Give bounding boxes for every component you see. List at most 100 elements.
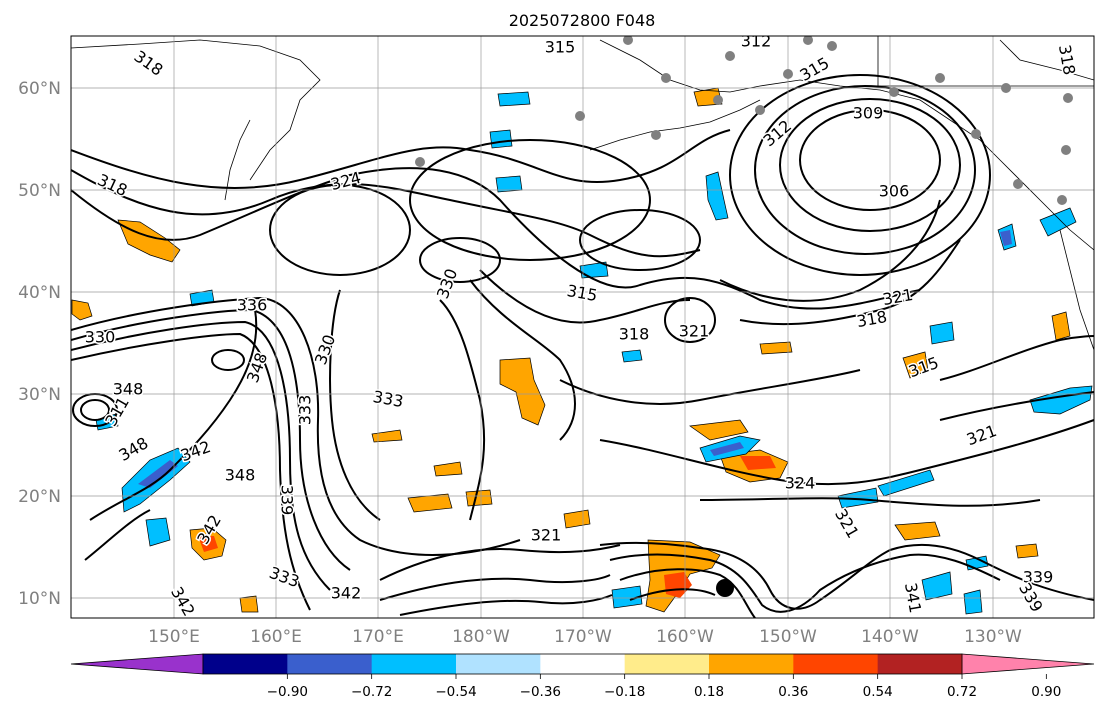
shade-strong-negative (1000, 230, 1012, 246)
station-marker (725, 51, 735, 61)
lon-label: 170°E (352, 627, 404, 647)
colorbar-tick-label: 0.36 (778, 684, 808, 700)
contour-closed (754, 85, 976, 255)
station-marker (803, 36, 813, 45)
contour-closed (799, 109, 941, 211)
station-marker (1057, 195, 1067, 205)
contour-line (84, 509, 151, 561)
contour-label: 333 (296, 395, 315, 426)
shade-positive (371, 429, 403, 443)
contour-line (71, 129, 731, 189)
station-marker (713, 95, 723, 105)
lon-label: 130°W (964, 627, 1022, 647)
border-line (877, 36, 1094, 87)
shade-negative (837, 487, 879, 509)
station-marker (623, 36, 633, 45)
contour-line (71, 167, 921, 310)
shade-negative (1029, 385, 1093, 415)
shade-negative (929, 321, 955, 345)
contour-line (71, 333, 311, 611)
lon-label: 150°E (148, 627, 200, 647)
latitude-labels: 60°N 50°N 40°N 30°N 20°N 10°N (18, 79, 61, 609)
shade-negative (705, 171, 729, 221)
contour-line (939, 391, 1094, 421)
contour-closed (729, 74, 991, 276)
coastline (1059, 229, 1094, 351)
contour-label: 321 (679, 322, 710, 341)
contour-line (469, 279, 576, 441)
shade-negative (495, 175, 523, 193)
colorbar-extend-high (961, 653, 1095, 675)
shade-negative (1039, 207, 1077, 237)
shade-negative (963, 589, 983, 615)
contour-label: 348 (225, 466, 256, 485)
contour-label: 324 (785, 474, 816, 493)
lon-label: 180°W (452, 627, 510, 647)
coastline (71, 39, 321, 181)
lon-label: 160°W (656, 627, 714, 647)
contour-closed (80, 399, 110, 421)
chart-title: 2025072800 F048 (509, 11, 656, 30)
lon-label: 150°W (759, 627, 817, 647)
cyclone-marker (716, 579, 734, 597)
contour-line (479, 269, 691, 324)
shade-positive (71, 299, 93, 321)
contour-label: 336 (237, 296, 268, 315)
shade-strong-negative (710, 442, 744, 456)
contour-label: 321 (531, 526, 562, 545)
contour-closed (409, 139, 651, 261)
contour-closed (779, 98, 961, 232)
shade-negative (489, 129, 513, 149)
colorbar-swatch (793, 654, 879, 674)
shade-positive (1015, 543, 1039, 559)
station-marker (1061, 145, 1071, 155)
contour-label: 312 (741, 32, 772, 51)
contour-line (399, 594, 613, 616)
shading-layer (71, 87, 1093, 615)
contour-line (559, 369, 861, 405)
colorbar-swatch (877, 654, 963, 674)
lat-label: 50°N (18, 181, 61, 201)
shade-strong-negative (138, 460, 178, 488)
station-marker (971, 129, 981, 139)
shade-negative (145, 517, 171, 547)
shade-positive (465, 489, 493, 507)
coastline (589, 99, 761, 151)
shade-positive (689, 419, 749, 441)
contour-line (379, 574, 611, 601)
contour-line (71, 321, 331, 591)
colorbar-extend-low (70, 653, 204, 675)
colorbar-swatch (624, 654, 710, 674)
contour-label: 306 (879, 182, 910, 201)
station-marker (755, 105, 765, 115)
shade-strong-positive (198, 536, 218, 552)
lon-label: 140°W (861, 627, 919, 647)
contour-line (71, 169, 701, 258)
contour-label: 348 (113, 380, 144, 399)
colorbar-swatch (287, 654, 373, 674)
longitude-labels: 150°E 160°E 170°E 180°W 170°W 160°W 150°W 140°W… (148, 627, 1022, 647)
contour-label: 318 (619, 325, 650, 344)
shade-negative (611, 585, 643, 609)
shade-negative (877, 469, 935, 497)
colorbar-swatch (371, 654, 457, 674)
shade-positive (894, 521, 941, 541)
contour-line (329, 289, 381, 521)
colorbar-tick-label: 0.54 (863, 684, 893, 700)
colorbar-tick-label: 0.18 (694, 684, 724, 700)
lat-label: 30°N (18, 385, 61, 405)
colorbar-tick-label: 0.72 (947, 684, 977, 700)
colorbar-tick-label: −0.90 (267, 684, 308, 700)
map-frame (70, 35, 1095, 619)
contour-closed (664, 297, 716, 343)
contour-line (699, 497, 1041, 507)
contour-closed (269, 184, 411, 276)
contour-label: 324 (329, 168, 363, 194)
contour-line (619, 568, 756, 618)
station-marker (1001, 83, 1011, 93)
contour-label: 309 (853, 104, 884, 123)
station-marker (827, 41, 837, 51)
lat-label: 60°N (18, 79, 61, 99)
colorbar-swatch (203, 654, 288, 674)
shade-positive (239, 595, 259, 613)
